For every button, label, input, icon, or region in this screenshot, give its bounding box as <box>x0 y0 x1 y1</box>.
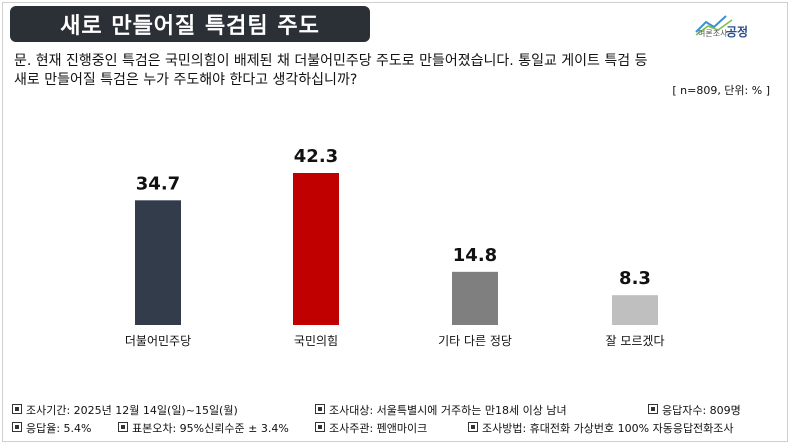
footer-organizer: 조사주관: 펜앤마이크 <box>315 420 427 438</box>
footer-text: 응답율: 5.4% <box>26 422 92 435</box>
survey-footer: 조사기간: 2025년 12월 14일(일)~15일(월) 조사대상: 서울특별… <box>12 402 787 438</box>
footer-row-1: 조사기간: 2025년 12월 14일(일)~15일(월) 조사대상: 서울특별… <box>12 402 787 420</box>
footer-text: 조사주관: 펜앤마이크 <box>329 422 428 435</box>
footer-row-2: 응답율: 5.4% 표본오차: 95%신뢰수준 ± 3.4% 조사주관: 펜앤마… <box>12 420 787 438</box>
category-label: 기타 다른 정당 <box>438 334 512 348</box>
category-label: 더불어민주당 <box>125 334 191 348</box>
bar-value-label: 8.3 <box>619 268 651 289</box>
square-bullet-icon <box>315 404 325 414</box>
category-label: 국민의힘 <box>294 334 338 348</box>
survey-question: 문. 현재 진행중인 특검은 국민의힘이 배제된 채 더불어민주당 주도로 만들… <box>14 52 784 90</box>
footer-text: 응답자수: 809명 <box>662 404 741 417</box>
page-title: 새로 만들어질 특검팀 주도 <box>10 6 370 42</box>
question-line-2: 새로 만들어질 특검은 누가 주도해야 한다고 생각하십니까? <box>14 72 358 88</box>
footer-survey-period: 조사기간: 2025년 12월 14일(일)~15일(월) <box>12 402 238 420</box>
bar-3 <box>452 271 498 325</box>
bar-value-label: 14.8 <box>453 245 497 266</box>
square-bullet-icon <box>648 404 658 414</box>
bar-1 <box>135 200 181 325</box>
slide-frame <box>2 2 788 442</box>
footer-text: 조사대상: 서울특별시에 거주하는 만18세 이상 남녀 <box>329 404 567 417</box>
logo-small-text: 여론조사 <box>698 29 728 38</box>
square-bullet-icon <box>468 422 478 432</box>
footer-survey-target: 조사대상: 서울특별시에 거주하는 만18세 이상 남녀 <box>315 402 567 420</box>
footer-text: 조사기간: 2025년 12월 14일(일)~15일(월) <box>26 404 238 417</box>
bar-2 <box>293 173 339 325</box>
bar-4 <box>612 295 658 325</box>
square-bullet-icon <box>12 404 22 414</box>
footer-text: 표본오차: 95%신뢰수준 ± 3.4% <box>132 422 289 435</box>
footer-method: 조사방법: 휴대전화 가상번호 100% 자동응답전화조사 <box>468 420 734 438</box>
bar-value-label: 42.3 <box>294 146 338 167</box>
square-bullet-icon <box>118 422 128 432</box>
footer-margin-of-error: 표본오차: 95%신뢰수준 ± 3.4% <box>118 420 289 438</box>
square-bullet-icon <box>315 422 325 432</box>
bar-value-label: 34.7 <box>136 173 180 194</box>
footer-respondents: 응답자수: 809명 <box>648 402 741 420</box>
question-line-1: 문. 현재 진행중인 특검은 국민의힘이 배제된 채 더불어민주당 주도로 만들… <box>14 53 648 69</box>
logo-chart-icon <box>695 15 733 36</box>
category-label: 잘 모르겠다 <box>605 334 664 348</box>
logo-brand: 공정 <box>726 25 749 39</box>
square-bullet-icon <box>12 422 22 432</box>
footer-text: 조사방법: 휴대전화 가상번호 100% 자동응답전화조사 <box>482 422 734 435</box>
footer-response-rate: 응답율: 5.4% <box>12 420 92 438</box>
logo: 여론조사 공정 <box>692 10 758 40</box>
sample-unit-note: [ n=809, 단위: % ] <box>672 84 770 97</box>
